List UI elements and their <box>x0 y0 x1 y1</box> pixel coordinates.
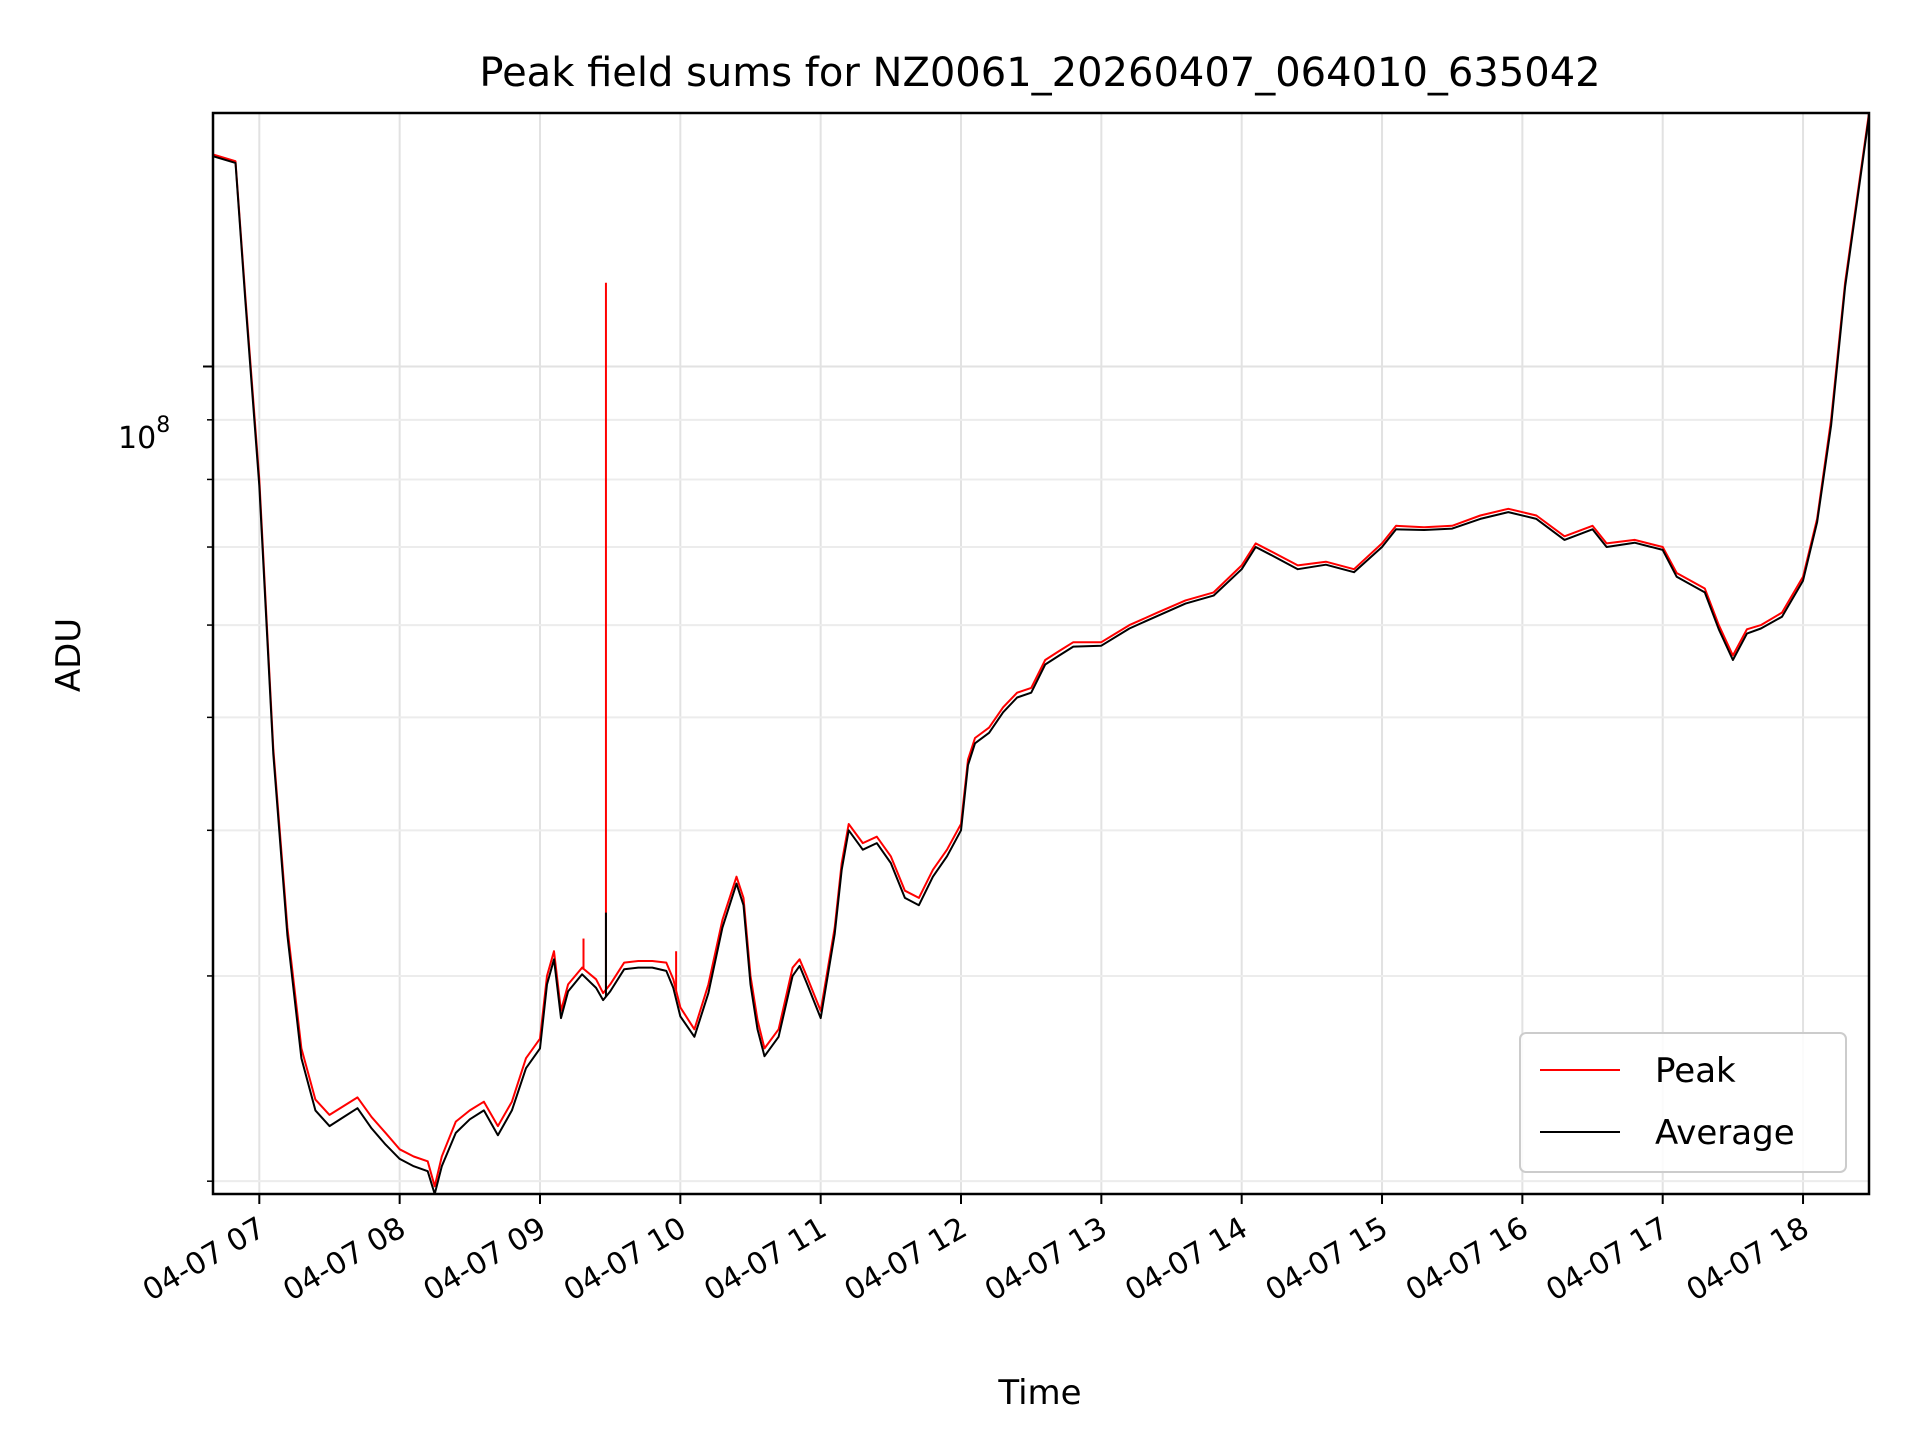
x-axis-label: Time <box>997 1373 1081 1413</box>
legend-box <box>1519 1032 1847 1173</box>
y-tick-exponent: 8 <box>156 413 170 438</box>
y-tick-base: 10 <box>118 421 156 456</box>
chart-title: Peak field sums for NZ0061_20260407_0640… <box>479 50 1600 96</box>
y-axis-label: ADU <box>49 618 89 692</box>
grid <box>213 113 1869 1194</box>
y-axis: 108 <box>118 365 213 1182</box>
legend-average-label: Average <box>1655 1113 1795 1153</box>
legend: Peak Average <box>1519 1032 1847 1173</box>
legend-peak-label: Peak <box>1655 1051 1736 1091</box>
series-peak-line <box>213 113 1869 1188</box>
y-tick-label-1e8: 108 <box>118 413 170 456</box>
plot-area <box>211 111 1871 1196</box>
series-layer <box>213 113 1869 1194</box>
axes-frame <box>211 111 1871 1196</box>
series-average-line <box>213 115 1869 1194</box>
